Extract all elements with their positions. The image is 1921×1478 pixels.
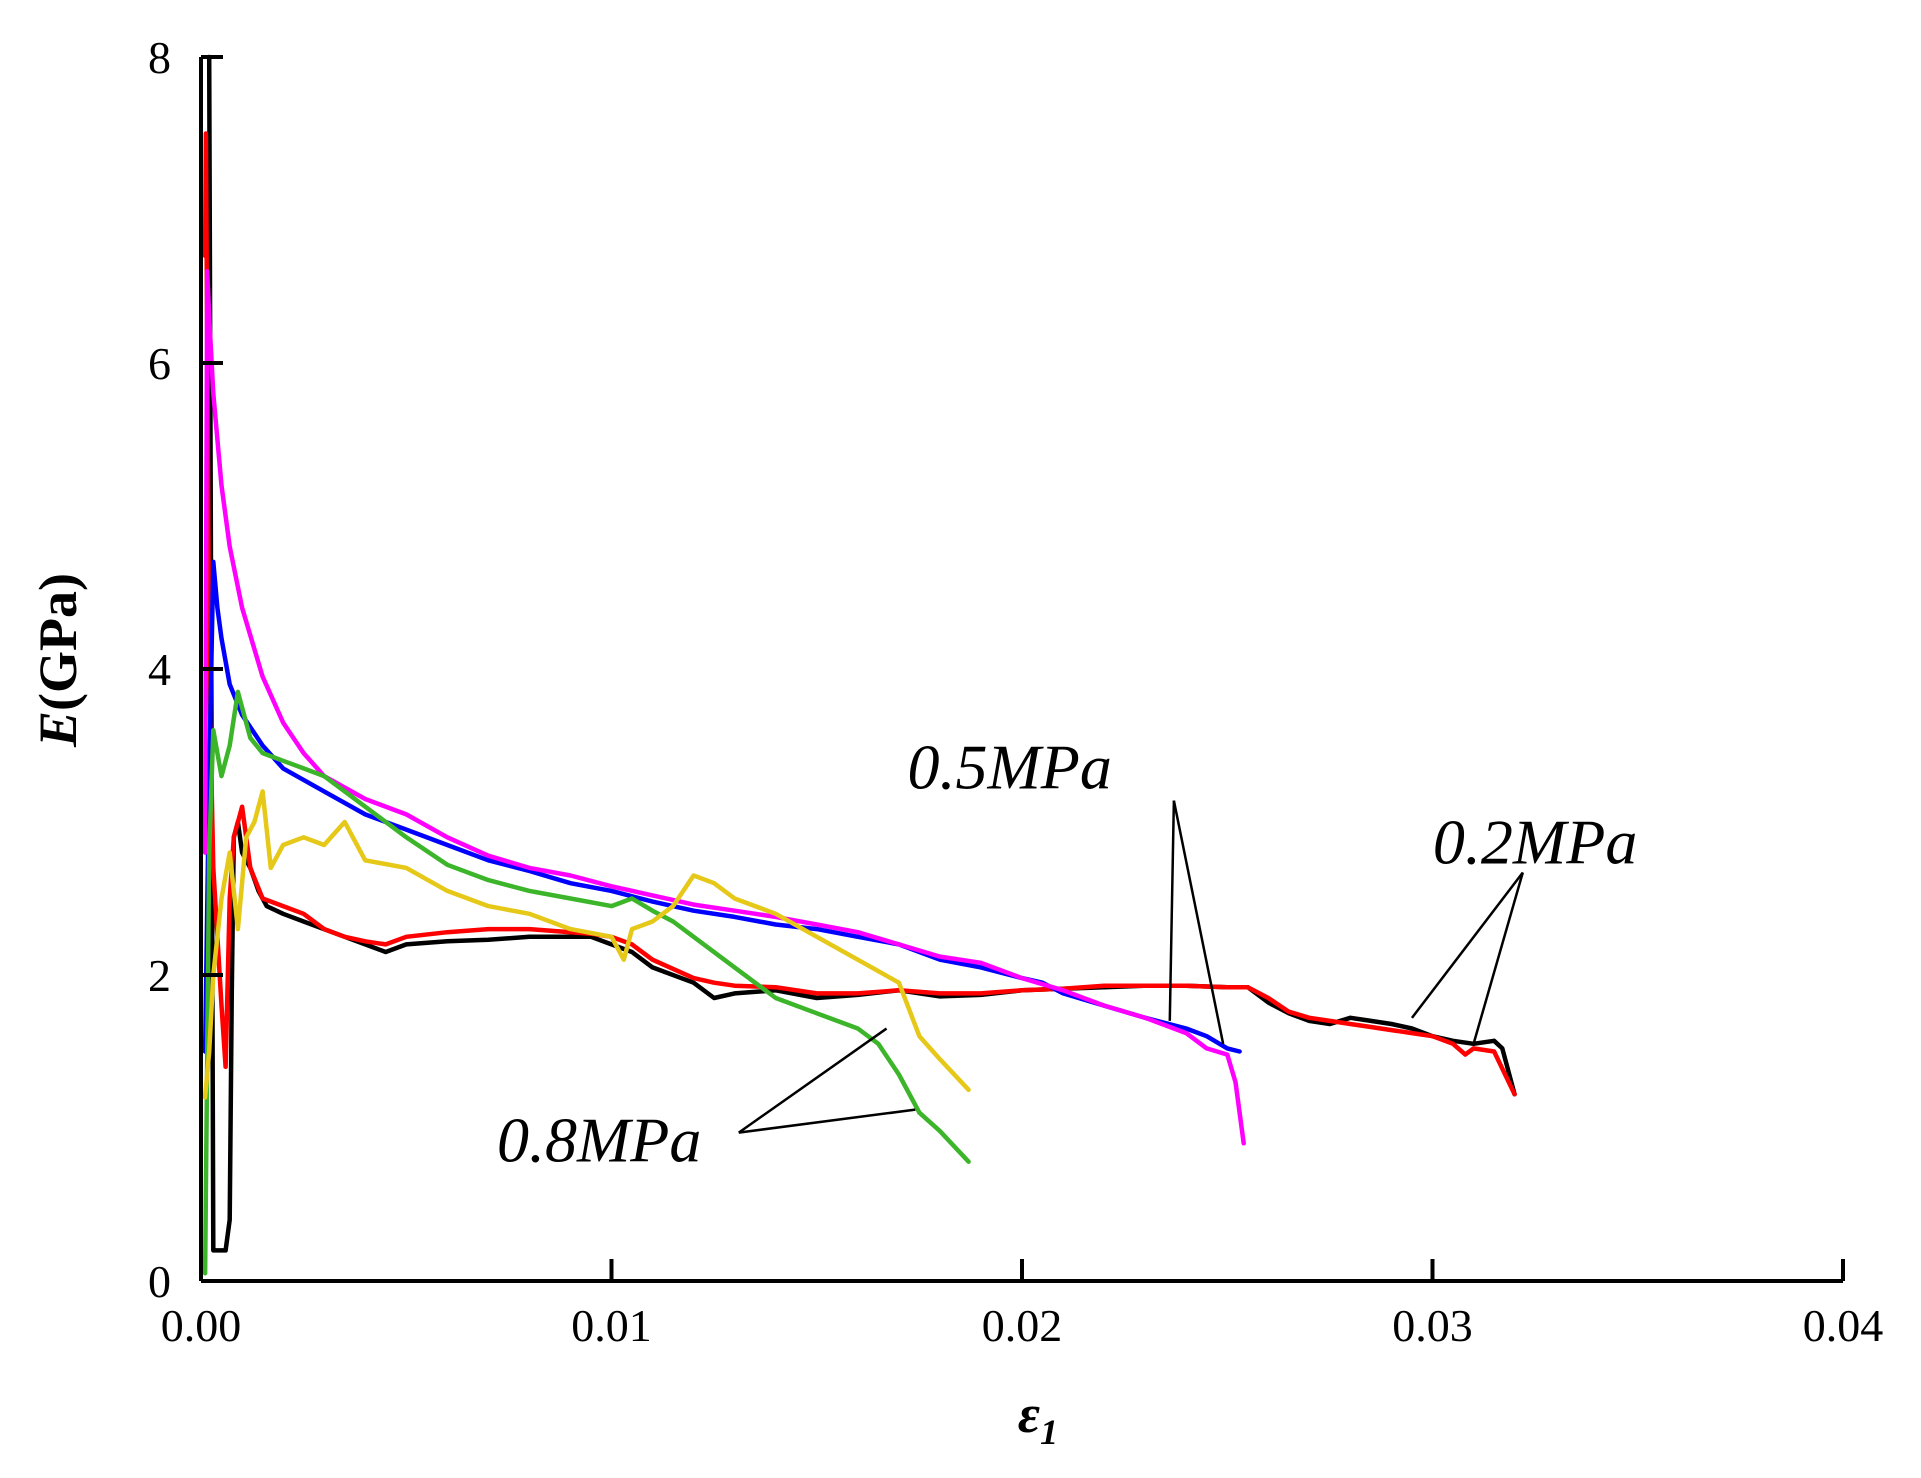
- y-tick-label: 6: [148, 338, 171, 389]
- annotation-leader-line: [1168, 800, 1176, 1021]
- x-tick-label: 0.03: [1392, 1300, 1473, 1351]
- x-tick-label: 0.00: [161, 1300, 242, 1351]
- annotation-label: 0.2MPa: [1433, 806, 1637, 877]
- series-line-3: [202, 559, 1242, 1054]
- y-tick-label: 0: [148, 1256, 171, 1307]
- x-tick-label: 0.01: [571, 1300, 652, 1351]
- series-line-2: [202, 131, 1517, 1097]
- annotation-label: 0.5MPa: [907, 731, 1111, 802]
- y-tick-label: 8: [148, 32, 171, 83]
- y-tick-label: 2: [148, 950, 171, 1001]
- annotations: 0.5MPa 0.2MPa 0.8MPa: [497, 731, 1637, 1175]
- y-axis-title: E(GPa): [28, 573, 88, 748]
- x-tick-label: 0.02: [982, 1300, 1063, 1351]
- axes: 0 2 4 6 8 0.00 0.01 0.02 0.03 0.04: [148, 32, 1883, 1351]
- series-line-6: [202, 789, 971, 1100]
- annotation-leader-line: [1410, 871, 1524, 1019]
- x-tick-label: 0.04: [1803, 1300, 1884, 1351]
- annotation-leader-line: [1472, 872, 1525, 1045]
- x-axis-title: ε1: [1018, 1384, 1058, 1452]
- y-tick-label: 4: [148, 644, 171, 695]
- series-line-1: [206, 54, 1517, 1253]
- annotation-leader-line: [738, 1027, 888, 1134]
- annotation-leader-line: [738, 1108, 916, 1134]
- plot-series: [202, 54, 1517, 1276]
- series-line-5: [202, 689, 971, 1276]
- annotation-leader-line: [1172, 800, 1225, 1045]
- annotation-label: 0.8MPa: [497, 1105, 701, 1176]
- series-line-4: [202, 268, 1246, 1146]
